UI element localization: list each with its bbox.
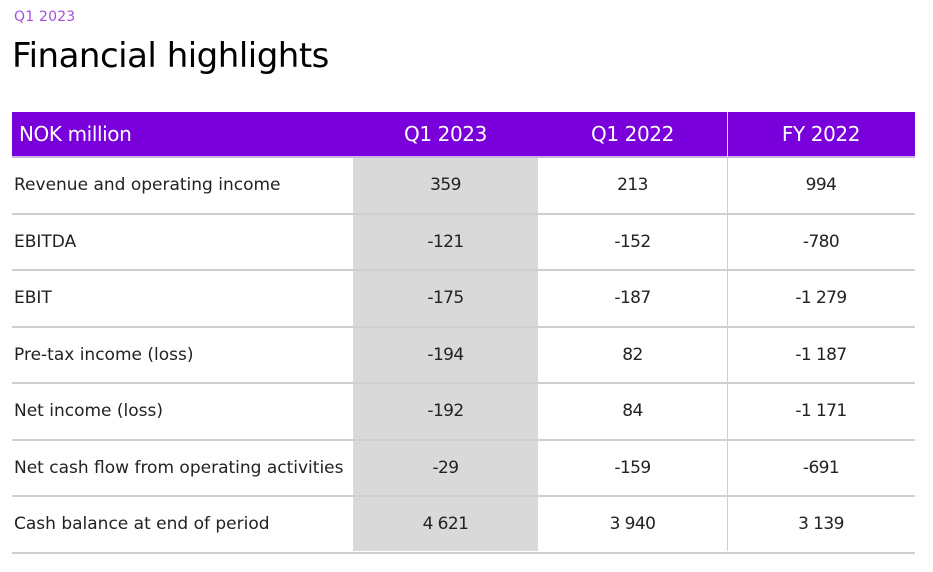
row-label: Pre-tax income (loss) [14, 344, 194, 365]
value-fy-2022: -1 279 [795, 288, 847, 309]
value-fy-2022: -1 187 [795, 344, 847, 365]
table-row: EBIT -175 -187 -1 279 [12, 271, 915, 328]
value-q1-2023: -175 [427, 288, 464, 309]
value-q1-2022: -187 [614, 288, 651, 309]
column-divider [727, 112, 728, 551]
row-label: EBIT [14, 288, 52, 309]
row-label: Cash balance at end of period [14, 514, 270, 535]
value-fy-2022: -780 [802, 231, 840, 252]
value-q1-2023: 359 [430, 175, 461, 196]
value-q1-2022: 3 940 [609, 514, 656, 535]
value-q1-2023: -121 [427, 231, 464, 252]
period-label: Q1 2023 [14, 9, 76, 25]
page-title: Financial highlights [12, 36, 329, 76]
header-fy-2022: FY 2022 [781, 122, 861, 146]
row-label: Net income (loss) [14, 401, 164, 422]
value-q1-2022: 84 [622, 401, 643, 422]
value-fy-2022: 3 139 [798, 514, 844, 535]
header-label-nok-million: NOK million [19, 122, 132, 146]
value-q1-2022: -159 [614, 457, 651, 478]
financial-highlights-table: NOK million Q1 2023 Q1 2022 FY 2022 Reve… [12, 112, 915, 554]
row-label: Revenue and operating income [14, 175, 281, 196]
value-q1-2023: -194 [427, 344, 464, 365]
highlighted-column-background [353, 158, 538, 551]
table-row: Net cash flow from operating activities -… [12, 441, 915, 497]
value-fy-2022: -691 [802, 457, 840, 478]
header-q1-2022: Q1 2022 [591, 122, 674, 146]
row-label: Net cash flow from operating activities [14, 457, 344, 478]
row-label: EBITDA [14, 231, 77, 252]
value-fy-2022: 994 [805, 175, 837, 196]
value-q1-2022: 213 [617, 175, 648, 196]
value-q1-2023: -29 [432, 457, 460, 478]
table-header: NOK million Q1 2023 Q1 2022 FY 2022 [12, 112, 915, 158]
value-q1-2022: -152 [614, 231, 651, 252]
header-column-divider [727, 112, 728, 156]
value-q1-2023: -192 [427, 401, 464, 422]
table-row: Pre-tax income (loss) -194 82 -1 187 [12, 328, 915, 384]
value-fy-2022: -1 171 [795, 401, 847, 422]
value-q1-2022: 82 [622, 344, 643, 365]
header-q1-2023: Q1 2023 [404, 122, 487, 146]
table-row: Revenue and operating income 359 213 994 [12, 158, 915, 215]
table-row: EBITDA -121 -152 -780 [12, 215, 915, 271]
value-q1-2023: 4 621 [422, 514, 469, 535]
table-row: Cash balance at end of period 4 621 3 940 3… [12, 497, 915, 554]
table-row: Net income (loss) -192 84 -1 171 [12, 384, 915, 441]
